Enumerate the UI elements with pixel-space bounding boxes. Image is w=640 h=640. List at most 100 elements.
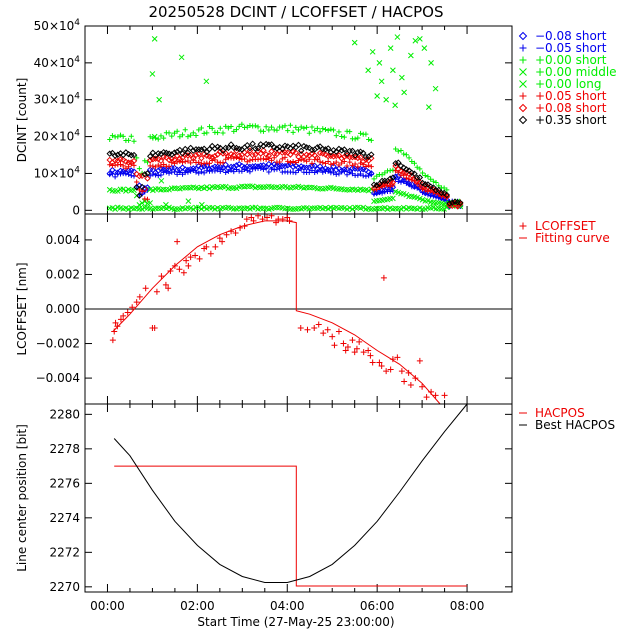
plus-marker: [247, 157, 253, 163]
x-tick-label: 08:00: [450, 599, 485, 613]
diamond-marker: [138, 172, 146, 180]
dcint-series: [107, 121, 463, 209]
plus-marker: [314, 169, 320, 175]
diamond-marker: [284, 162, 291, 169]
plus-marker: [169, 133, 175, 139]
plus-marker: [260, 166, 266, 172]
cross-marker: [417, 36, 423, 42]
diamond-marker: [341, 146, 348, 153]
plus-marker: [118, 162, 124, 168]
diamond-marker: [279, 149, 286, 156]
plus-marker: [123, 165, 129, 171]
x-axis-label: Start Time (27-May-25 23:00:00): [197, 615, 394, 629]
plus-marker: [333, 159, 339, 165]
y-tick-label: 2280: [49, 407, 80, 421]
plus-marker: [428, 193, 434, 199]
plus-marker: [331, 342, 338, 349]
plus-marker: [233, 127, 239, 133]
y-tick-label: 30×104: [34, 92, 81, 107]
cross-marker: [151, 133, 158, 140]
diamond-marker: [146, 153, 154, 160]
diamond-marker: [281, 162, 289, 170]
plus-marker: [239, 168, 245, 174]
y-tick-label: 2278: [49, 442, 80, 456]
lcoffset-points: [109, 212, 448, 401]
plus-marker: [236, 123, 242, 129]
plus-marker: [223, 156, 229, 162]
diamond-marker: [357, 154, 364, 161]
diamond-marker: [179, 150, 186, 157]
plus-marker: [204, 130, 210, 136]
plus-marker: [519, 44, 527, 52]
legend-label: +0.00 middle: [535, 65, 617, 79]
plus-marker: [188, 132, 194, 138]
plus-marker: [136, 293, 143, 300]
diamond-marker: [308, 150, 316, 157]
dcint-panel: 0 10×104 20×104 30×104 40×104 50×104 DCINT [co…: [15, 18, 513, 217]
diamond-marker: [295, 141, 302, 149]
plus-marker: [519, 222, 527, 230]
plus-marker: [112, 319, 119, 326]
diamond-marker: [203, 162, 211, 169]
plus-marker: [128, 133, 134, 139]
plus-marker: [409, 159, 415, 165]
plus-marker: [395, 178, 401, 184]
plus-marker: [215, 130, 221, 136]
diamond-marker: [198, 155, 205, 162]
diamond-marker: [149, 156, 157, 163]
diamond-marker: [182, 145, 189, 153]
plus-marker: [252, 123, 258, 129]
plus-marker: [285, 158, 291, 164]
plus-marker: [190, 167, 196, 173]
plot-frame: [84, 403, 513, 593]
diamond-marker: [322, 146, 329, 153]
plus-marker: [228, 123, 234, 129]
diamond-marker: [273, 145, 281, 152]
diamond-marker: [443, 191, 451, 199]
plus-marker: [117, 316, 124, 323]
diamond-marker: [200, 145, 208, 152]
y-tick-label: 0.004: [46, 233, 80, 247]
plus-marker: [174, 128, 180, 134]
plus-marker: [325, 127, 331, 133]
plus-marker: [180, 269, 187, 276]
dcint-series: [106, 183, 464, 210]
plus-marker: [320, 126, 326, 132]
y-tick-label: 20×104: [34, 129, 81, 144]
plus-marker: [182, 127, 188, 133]
plus-marker: [193, 132, 199, 138]
plus-marker: [185, 158, 191, 164]
plus-marker: [314, 125, 320, 131]
plus-marker: [277, 159, 283, 165]
diamond-marker: [173, 152, 181, 159]
plus-marker: [398, 368, 405, 375]
diamond-marker: [249, 151, 256, 159]
plus-marker: [161, 135, 167, 141]
plus-marker: [239, 121, 245, 127]
plus-marker: [269, 157, 275, 163]
diamond-marker: [335, 145, 343, 153]
diamond-marker: [184, 149, 192, 156]
plus-marker: [279, 124, 285, 130]
cross-marker: [351, 39, 358, 46]
diamond-marker: [378, 181, 386, 188]
plus-marker: [207, 160, 213, 166]
cross-marker: [222, 183, 229, 190]
dcint-series: [106, 147, 464, 210]
diamond-marker: [230, 152, 237, 159]
diamond-marker: [238, 162, 246, 170]
plus-marker: [322, 160, 328, 166]
plus-marker: [109, 337, 116, 344]
plus-marker: [393, 146, 399, 152]
cross-marker: [123, 188, 129, 194]
plus-marker: [155, 173, 161, 179]
plus-marker: [374, 173, 380, 179]
plus-marker: [166, 170, 172, 176]
cross-marker: [394, 34, 401, 40]
plus-marker: [347, 159, 353, 165]
plus-marker: [123, 171, 129, 177]
plus-marker: [282, 154, 288, 160]
plus-marker: [260, 128, 266, 134]
plus-marker: [174, 171, 180, 177]
plus-marker: [405, 369, 412, 376]
